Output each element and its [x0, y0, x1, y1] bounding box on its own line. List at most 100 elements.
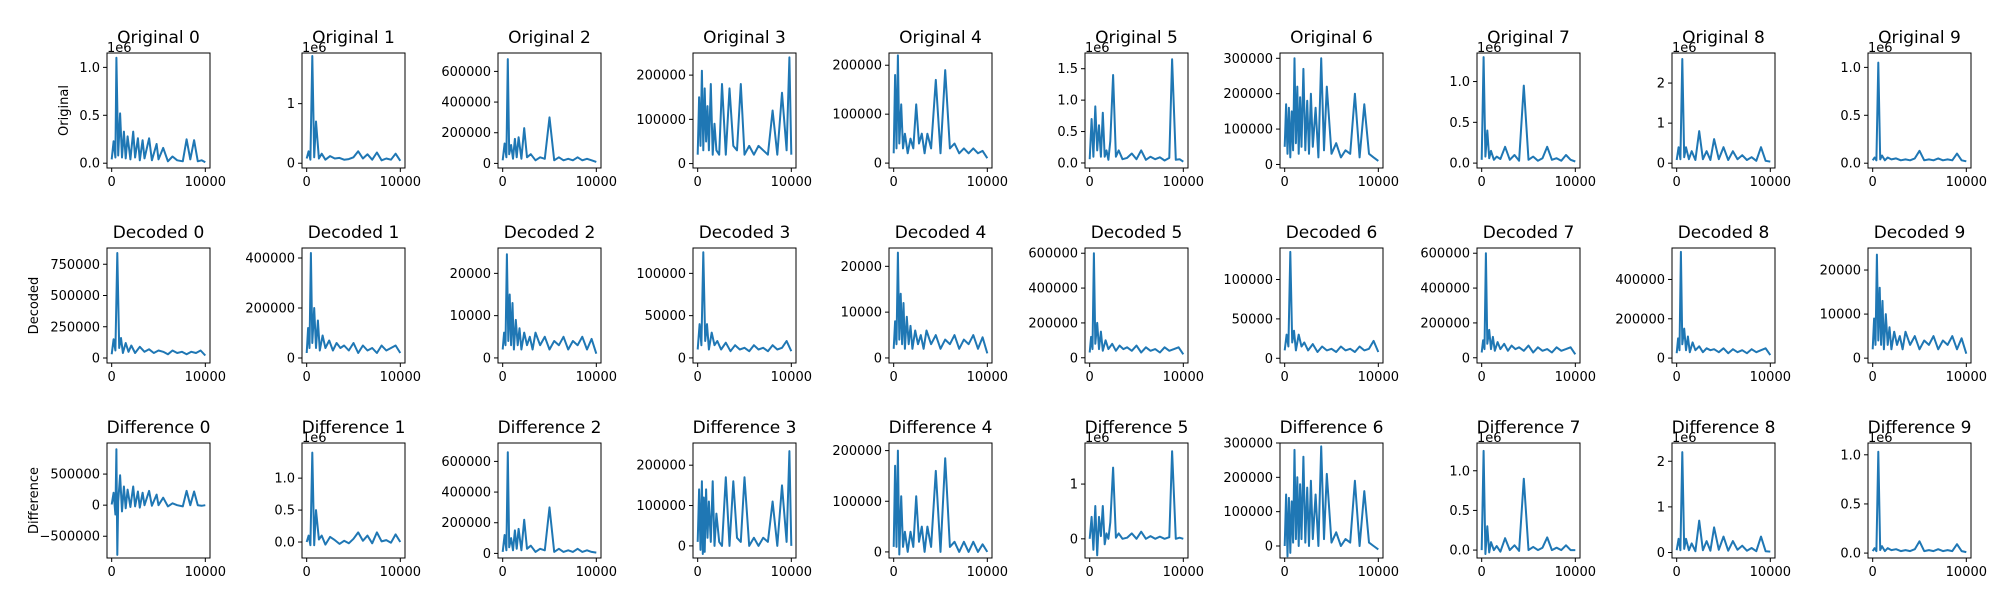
x-tick-label: 10000 — [185, 370, 226, 385]
y-tick-label: 10000 — [450, 309, 491, 324]
subplot: Decoded 8 0 200000 400000 0 10000 — [1615, 223, 1791, 385]
y-tick-label: 0 — [1265, 352, 1273, 367]
x-tick-label: 10000 — [1750, 565, 1791, 580]
plot-frame — [692, 52, 797, 169]
y-tick-label: 100000 — [1223, 273, 1273, 288]
subplot-title: Difference 4 — [889, 418, 993, 438]
x-tick-label: 10000 — [380, 175, 421, 190]
axis-multiplier: 1e6 — [1672, 41, 1697, 56]
y-tick-label: 400000 — [441, 96, 491, 111]
plot-frame — [1476, 52, 1581, 169]
plot-frame — [692, 442, 797, 559]
y-tick-label: 100000 — [1223, 505, 1273, 520]
plot-frame — [888, 442, 993, 559]
x-tick-label: 10000 — [576, 565, 617, 580]
x-tick-label: 0 — [1673, 565, 1681, 580]
x-tick-label: 0 — [1281, 175, 1289, 190]
y-tick-label: 0.0 — [1449, 157, 1470, 172]
plot-frame — [888, 52, 993, 169]
plot-frame — [1867, 247, 1972, 364]
subplot: Decoded 3 0 50000 100000 0 10000 — [636, 223, 812, 385]
y-tick-label: 600000 — [441, 455, 491, 470]
x-tick-label: 10000 — [1555, 565, 1596, 580]
y-tick-label: 200000 — [1223, 87, 1273, 102]
subplot-title: Decoded 6 — [1286, 223, 1378, 243]
series-line — [1088, 450, 1184, 557]
y-tick-label: 0 — [483, 547, 491, 562]
plot-frame — [1867, 442, 1972, 559]
y-tick-label: 200000 — [1420, 316, 1470, 331]
series-line — [1871, 61, 1967, 163]
subplot: Decoded 1 0 200000 400000 0 10000 — [245, 223, 421, 385]
y-tick-label: 50000 — [645, 309, 686, 324]
y-tick-label: 0 — [678, 539, 686, 554]
series-line — [1283, 250, 1380, 353]
y-tick-label: 300000 — [1223, 437, 1273, 452]
subplot: Difference 2 0 200000 400000 600000 0 10000 — [441, 418, 617, 580]
y-tick-label: 1 — [287, 97, 295, 112]
subplot: Difference 0 −500000 0 500000 0 10000 — [39, 418, 226, 580]
y-tick-label: 2 — [1657, 455, 1665, 470]
series-line — [892, 251, 989, 354]
y-tick-label: 0.5 — [1840, 109, 1861, 124]
plot-frame — [1671, 247, 1776, 364]
y-tick-label: 400000 — [245, 252, 295, 267]
subplot: Original 6 0 100000 200000 300000 0 10000 — [1223, 28, 1399, 190]
plot-frame — [301, 52, 406, 169]
y-tick-label: 100000 — [832, 108, 882, 123]
y-tick-label: 600000 — [1028, 247, 1078, 262]
plot-frame — [1279, 247, 1384, 364]
x-tick-label: 10000 — [771, 565, 812, 580]
y-tick-label: −500000 — [39, 530, 100, 545]
y-tick-label: 1.0 — [1840, 61, 1861, 76]
y-tick-label: 0.0 — [1840, 157, 1861, 172]
y-tick-label: 0.5 — [274, 504, 295, 519]
series-line — [1480, 252, 1577, 355]
y-tick-label: 0 — [1853, 352, 1861, 367]
subplot-title: Decoded 7 — [1483, 223, 1575, 243]
series-line — [892, 449, 989, 556]
series-line — [1675, 250, 1772, 356]
subplot-title: Decoded 9 — [1874, 223, 1966, 243]
y-tick-label: 0 — [874, 545, 882, 560]
x-tick-label: 10000 — [967, 175, 1008, 190]
y-tick-label: 600000 — [1420, 247, 1470, 262]
axis-multiplier: 1e6 — [302, 41, 327, 56]
y-tick-label: 250000 — [50, 320, 100, 335]
x-tick-label: 0 — [1281, 370, 1289, 385]
y-tick-label: 10000 — [1820, 308, 1861, 323]
y-tick-label: 500000 — [50, 289, 100, 304]
x-tick-label: 0 — [1086, 175, 1094, 190]
plot-frame — [497, 442, 602, 559]
x-tick-label: 0 — [303, 565, 311, 580]
y-tick-label: 0.0 — [274, 536, 295, 551]
y-tick-label: 400000 — [1028, 282, 1078, 297]
series-line — [501, 451, 597, 554]
x-tick-label: 0 — [499, 565, 507, 580]
x-tick-label: 10000 — [967, 565, 1008, 580]
x-tick-label: 0 — [303, 175, 311, 190]
y-tick-label: 0 — [1265, 158, 1273, 173]
x-tick-label: 10000 — [1358, 175, 1399, 190]
subplot: Original 3 0 100000 200000 0 10000 — [636, 28, 812, 190]
series-line — [1480, 449, 1576, 555]
y-tick-label: 0 — [1070, 351, 1078, 366]
x-tick-label: 0 — [1478, 175, 1486, 190]
y-tick-label: 200000 — [1615, 312, 1665, 327]
subplot-title: Difference 9 — [1868, 418, 1972, 438]
y-tick-label: 0.0 — [79, 157, 100, 172]
plot-frame — [1671, 52, 1776, 169]
axis-multiplier: 1e6 — [1085, 431, 1110, 446]
plot-frame — [1279, 52, 1384, 169]
plot-frame — [1476, 247, 1581, 364]
subplot: Decoded 4 0 10000 20000 0 10000 — [841, 223, 1008, 385]
series-line — [501, 58, 597, 163]
subplot: Difference 4 0 100000 200000 0 10000 — [832, 418, 1008, 580]
subplot: Decoded 6 0 50000 100000 0 10000 — [1223, 223, 1399, 385]
plot-frame — [497, 247, 602, 364]
y-tick-label: 0.0 — [1840, 547, 1861, 562]
y-tick-label: 0 — [287, 352, 295, 367]
subplot-title: Difference 6 — [1280, 418, 1384, 438]
series-line — [110, 56, 206, 164]
